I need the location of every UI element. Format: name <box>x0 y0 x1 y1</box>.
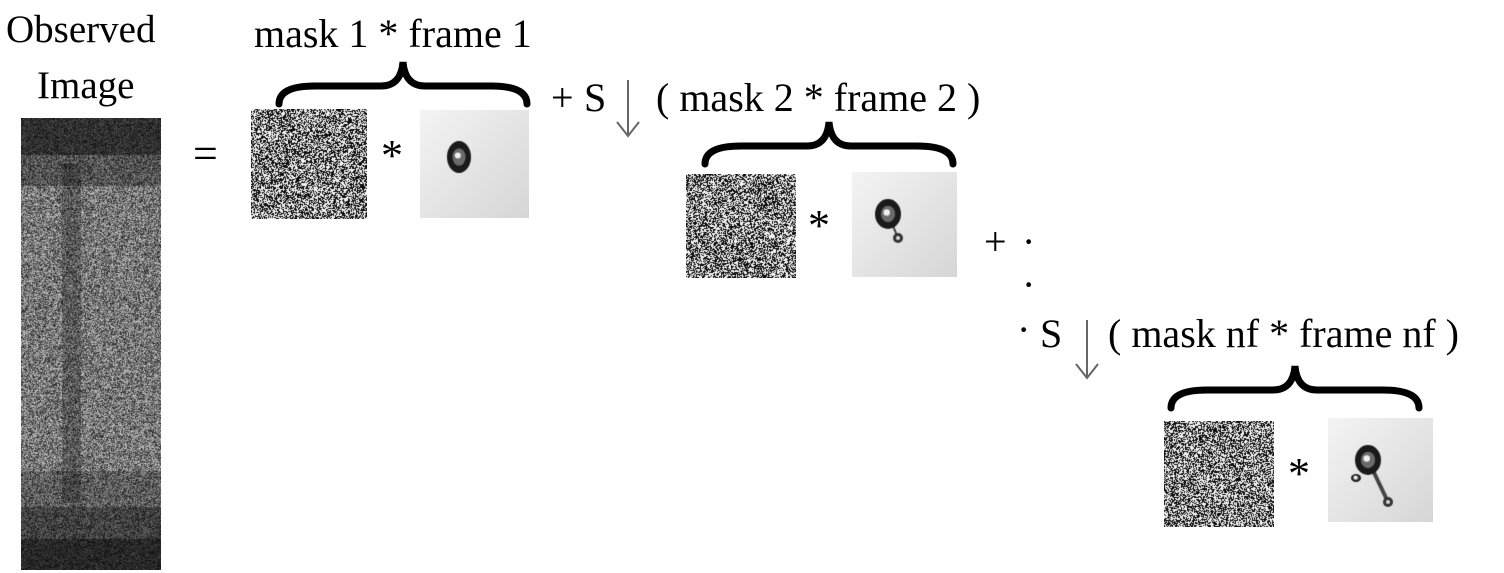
ellipsis-dot-2: · <box>1022 262 1036 307</box>
term1-brace <box>275 61 531 108</box>
term2-label: ( mask 2 * frame 2 ) <box>656 75 981 120</box>
frame2-image <box>852 172 957 277</box>
term2-shift: S <box>584 75 607 120</box>
equals-sign: = <box>193 129 218 178</box>
term2-down-arrow <box>616 80 640 138</box>
observed-image <box>21 118 161 570</box>
term1-label: mask 1 * frame 1 <box>254 11 532 56</box>
term1-times: * <box>381 131 403 180</box>
frame1-image <box>420 110 529 218</box>
term-nf-times: * <box>1288 449 1310 498</box>
term2-brace <box>701 121 957 168</box>
ellipsis-dot-1: · <box>1022 219 1036 264</box>
term-nf-shift: S <box>1040 311 1063 356</box>
frame-nf-image <box>1328 418 1433 522</box>
term-nf-down-arrow <box>1075 320 1099 380</box>
mask1-image <box>251 109 367 219</box>
term2-plus: + <box>551 75 574 120</box>
term-nf-brace <box>1167 365 1423 412</box>
term-nf-label: ( mask nf * frame nf ) <box>1108 311 1459 356</box>
observed-title-line2: Image <box>37 64 135 107</box>
mask-nf-image <box>1164 421 1274 527</box>
observed-title-line1: Observed <box>6 8 156 51</box>
term2-times: * <box>808 201 830 250</box>
ellipsis-dot-3: · <box>1017 307 1031 352</box>
continuation-plus: + <box>984 219 1007 264</box>
mask2-image <box>686 174 796 278</box>
